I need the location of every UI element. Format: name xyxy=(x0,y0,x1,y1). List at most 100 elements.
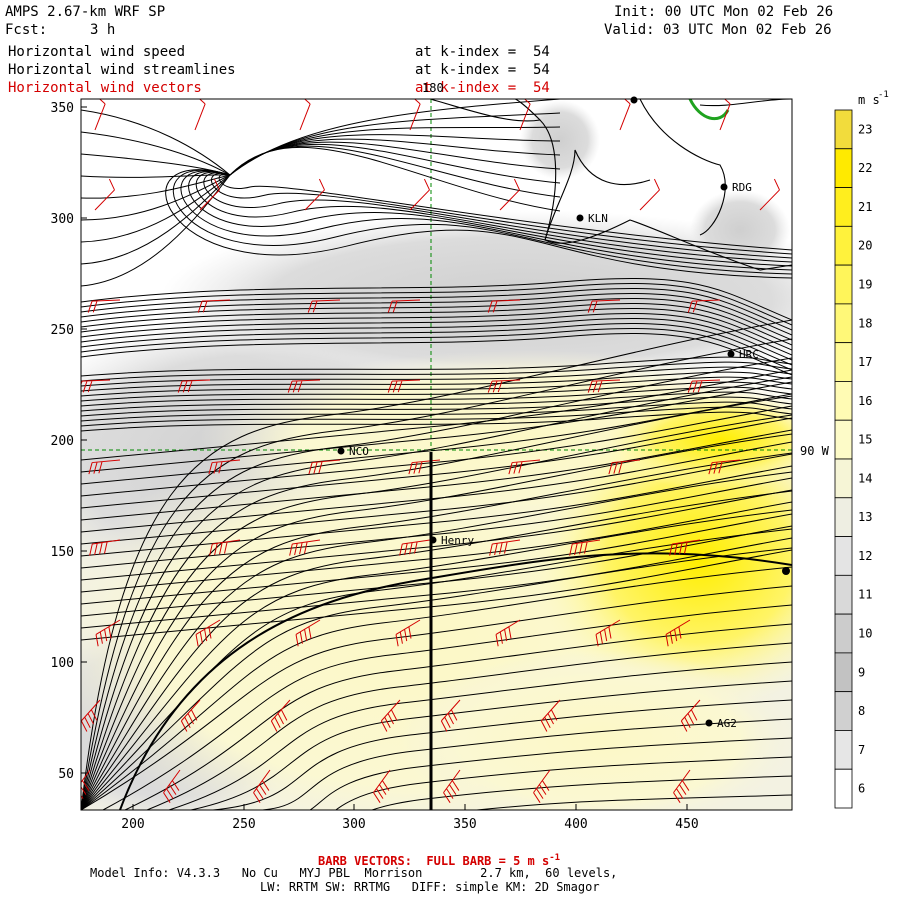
wind-barb xyxy=(88,459,121,475)
streamline xyxy=(81,405,792,497)
wind-barb xyxy=(487,299,521,313)
wind-barb xyxy=(519,99,531,131)
wind-barb xyxy=(489,539,521,556)
streamline xyxy=(81,452,792,810)
streamline xyxy=(81,319,792,810)
wind-barb xyxy=(81,769,91,799)
streamline xyxy=(172,169,792,275)
wind-barb xyxy=(180,699,201,732)
wind-barb xyxy=(95,619,121,647)
wind-barb xyxy=(569,539,601,556)
field-level-vectors: at k-index = 54 xyxy=(415,80,550,96)
colorbar-unit: m s xyxy=(858,93,880,107)
x-tick-label: 300 xyxy=(342,817,365,832)
wind-barb xyxy=(533,769,551,803)
colorbar-label: 6 xyxy=(858,782,865,796)
wind-barb xyxy=(399,539,431,556)
wind-barb xyxy=(380,699,401,732)
x-tick-label: 350 xyxy=(453,817,476,832)
streamline xyxy=(81,401,792,422)
streamline xyxy=(81,585,792,810)
wind-barbs xyxy=(81,99,780,803)
physics-info: LW: RRTM SW: RRTMG DIFF: simple KM: 2D S… xyxy=(260,880,600,894)
streamline xyxy=(119,552,792,810)
station-marker xyxy=(630,96,638,104)
streamline xyxy=(81,292,792,336)
y-tick-label: 100 xyxy=(51,656,74,671)
wind-barb xyxy=(665,619,691,647)
colorbar-box xyxy=(834,458,853,499)
colorbar-box xyxy=(834,574,853,615)
wind-barb xyxy=(94,99,106,131)
streamline xyxy=(81,396,792,417)
station-ag2: AG2 xyxy=(705,717,737,730)
wind-barb xyxy=(587,299,621,313)
streamline xyxy=(81,393,792,485)
svg-text:NCO: NCO xyxy=(349,445,369,458)
streamline xyxy=(81,327,792,371)
colorbar-label: 7 xyxy=(858,743,865,757)
streamline xyxy=(81,406,792,427)
wind-barb xyxy=(177,379,211,393)
colorbar-label: 19 xyxy=(858,278,872,292)
wind-barb xyxy=(408,459,441,475)
wind-barb xyxy=(619,99,631,131)
colorbar-label: 9 xyxy=(858,665,865,679)
lat-90w-label: 90 W xyxy=(800,444,830,458)
lon-180-label: 180 xyxy=(422,81,444,95)
streamline xyxy=(81,322,792,366)
axis-ticks xyxy=(81,106,688,810)
colorbar-label: 13 xyxy=(858,510,872,524)
wind-barb xyxy=(163,769,181,803)
wind-barb xyxy=(440,699,461,732)
streamline xyxy=(81,513,792,605)
colorbar: m s -1 23 22 21 20 19 18 17 16 15 14 13 12 11 10 9 8 7 6 xyxy=(834,90,889,809)
wind-barb xyxy=(194,99,206,131)
x-tick-label: 200 xyxy=(121,817,144,832)
streamline xyxy=(81,471,792,810)
colorbar-label: 17 xyxy=(858,355,872,369)
barb-note: BARB VECTORS: FULL BARB = 5 m s-1 xyxy=(318,853,561,868)
field-level-speed: at k-index = 54 xyxy=(415,44,550,60)
svg-text:HRC: HRC xyxy=(739,348,759,361)
init-time: Init: 00 UTC Mon 02 Feb 26 xyxy=(614,4,834,20)
streamline xyxy=(81,297,792,341)
colorbar-box xyxy=(834,652,853,693)
x-tick-label: 450 xyxy=(675,817,698,832)
wind-barb xyxy=(289,539,321,556)
wind-barb xyxy=(299,99,311,131)
streamline xyxy=(218,173,792,251)
plot-area xyxy=(81,99,792,810)
streamline xyxy=(212,699,792,810)
y-axis-labels: 350 300 250 200 150 100 50 xyxy=(51,101,74,782)
field-name-streamlines: Horizontal wind streamlines xyxy=(8,62,236,78)
streamline xyxy=(81,489,792,581)
colorbar-box xyxy=(834,225,853,266)
streamline xyxy=(81,277,792,321)
colorbar-box xyxy=(834,768,853,809)
streamline xyxy=(203,172,792,259)
colorbar-box xyxy=(834,303,853,344)
streamline xyxy=(81,509,792,810)
streamline xyxy=(81,501,792,593)
wind-barb xyxy=(295,619,321,647)
station-kln: KLN xyxy=(576,212,608,225)
wind-barb xyxy=(687,299,721,313)
wind-barb xyxy=(508,459,541,475)
streamlines xyxy=(81,99,792,810)
wind-barb xyxy=(669,539,701,556)
valid-time: Valid: 03 UTC Mon 02 Feb 26 xyxy=(604,22,832,38)
streamline xyxy=(81,549,792,641)
x-tick-label: 400 xyxy=(564,817,587,832)
streamline xyxy=(81,490,792,810)
colorbar-label: 20 xyxy=(858,239,872,253)
streamline xyxy=(146,642,792,810)
wind-barb xyxy=(708,459,741,475)
stations: KLN RDG HRC NCO Henry AG2 xyxy=(337,96,790,730)
colorbar-box xyxy=(834,691,853,731)
wind-barb xyxy=(759,178,780,211)
plot-frame xyxy=(80,98,793,811)
streamline xyxy=(81,312,792,356)
station-hrc: HRC xyxy=(727,348,759,361)
